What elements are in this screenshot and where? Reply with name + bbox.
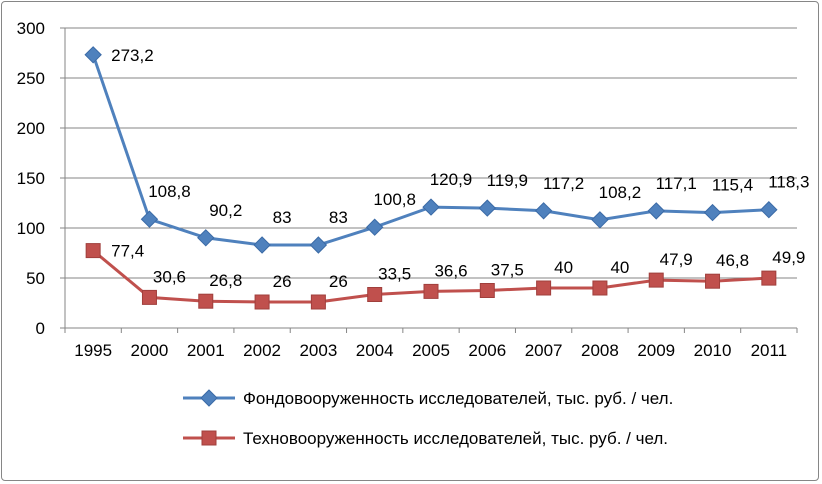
data-point <box>534 202 553 220</box>
data-point <box>760 200 778 219</box>
data-point <box>536 280 552 296</box>
data-label: 119,9 <box>487 171 528 190</box>
data-label: 100,8 <box>373 190 416 209</box>
x-tick-label: 2009 <box>637 341 675 360</box>
data-label: 33,5 <box>378 265 411 284</box>
x-tick-label: 2003 <box>299 341 337 360</box>
data-label: 26 <box>329 272 348 291</box>
data-label: 90,2 <box>209 201 242 220</box>
data-point <box>365 218 384 236</box>
data-label: 36,6 <box>434 261 467 280</box>
data-point <box>478 199 497 217</box>
data-label: 83 <box>273 208 292 227</box>
data-point <box>254 294 270 310</box>
legend-label: Техновооруженность исследователей, тыс. … <box>243 429 668 448</box>
data-label: 115,4 <box>712 176 753 195</box>
x-tick-label: 2011 <box>751 341 788 360</box>
data-label: 47,9 <box>660 250 693 269</box>
data-label: 108,2 <box>599 183 642 202</box>
y-tick-label: 50 <box>26 269 45 288</box>
data-point <box>85 243 101 259</box>
x-tick-label: 2007 <box>525 341 563 360</box>
x-tick-label: 2006 <box>468 341 506 360</box>
legend-label: Фондовооруженность исследователей, тыс. … <box>243 389 673 408</box>
y-tick-label: 200 <box>17 119 45 138</box>
data-label: 49,9 <box>772 248 805 267</box>
data-point <box>309 236 328 254</box>
y-tick-label: 150 <box>17 169 45 188</box>
data-point <box>197 229 215 247</box>
data-point <box>591 211 609 229</box>
data-label: 26 <box>273 272 292 291</box>
data-point <box>479 283 495 298</box>
data-label: 120,9 <box>430 170 473 189</box>
data-point <box>253 236 271 254</box>
x-tick-label: 2001 <box>187 341 225 360</box>
data-label: 40 <box>554 258 573 277</box>
data-label: 118,3 <box>768 173 809 192</box>
data-point <box>647 202 665 220</box>
data-label: 117,2 <box>543 174 584 193</box>
legend-marker <box>201 430 217 446</box>
data-point <box>648 272 664 288</box>
data-point <box>141 289 157 305</box>
data-label: 37,5 <box>491 261 524 280</box>
data-label: 108,8 <box>148 182 191 201</box>
x-tick-label: 2002 <box>243 341 281 360</box>
data-label: 26,8 <box>209 271 242 290</box>
data-label: 117,1 <box>656 174 697 193</box>
data-label: 46,8 <box>716 251 749 270</box>
legend-marker <box>200 389 218 407</box>
y-tick-label: 100 <box>17 219 45 238</box>
data-point <box>367 287 383 302</box>
data-label: 273,2 <box>111 46 154 65</box>
data-point <box>198 293 214 309</box>
data-point <box>422 198 440 216</box>
x-tick-label: 2010 <box>694 341 732 360</box>
y-tick-label: 300 <box>17 19 45 38</box>
x-tick-label: 2008 <box>581 341 619 360</box>
data-point <box>705 273 721 289</box>
x-tick-label: 1995 <box>74 341 112 360</box>
data-label: 83 <box>329 208 348 227</box>
data-point <box>703 203 722 222</box>
y-tick-label: 250 <box>17 69 45 88</box>
data-label: 30,6 <box>153 267 186 286</box>
data-point <box>761 270 777 286</box>
data-point <box>84 46 102 64</box>
x-tick-label: 2005 <box>412 341 450 360</box>
y-tick-label: 0 <box>36 319 45 338</box>
x-tick-label: 2000 <box>131 341 169 360</box>
data-point <box>423 283 439 299</box>
data-point <box>592 280 608 296</box>
data-label: 77,4 <box>111 242 144 261</box>
data-point <box>140 210 159 228</box>
x-tick-label: 2004 <box>356 341 394 360</box>
series-line <box>91 54 769 247</box>
data-label: 40 <box>610 258 629 277</box>
data-point <box>310 294 326 310</box>
